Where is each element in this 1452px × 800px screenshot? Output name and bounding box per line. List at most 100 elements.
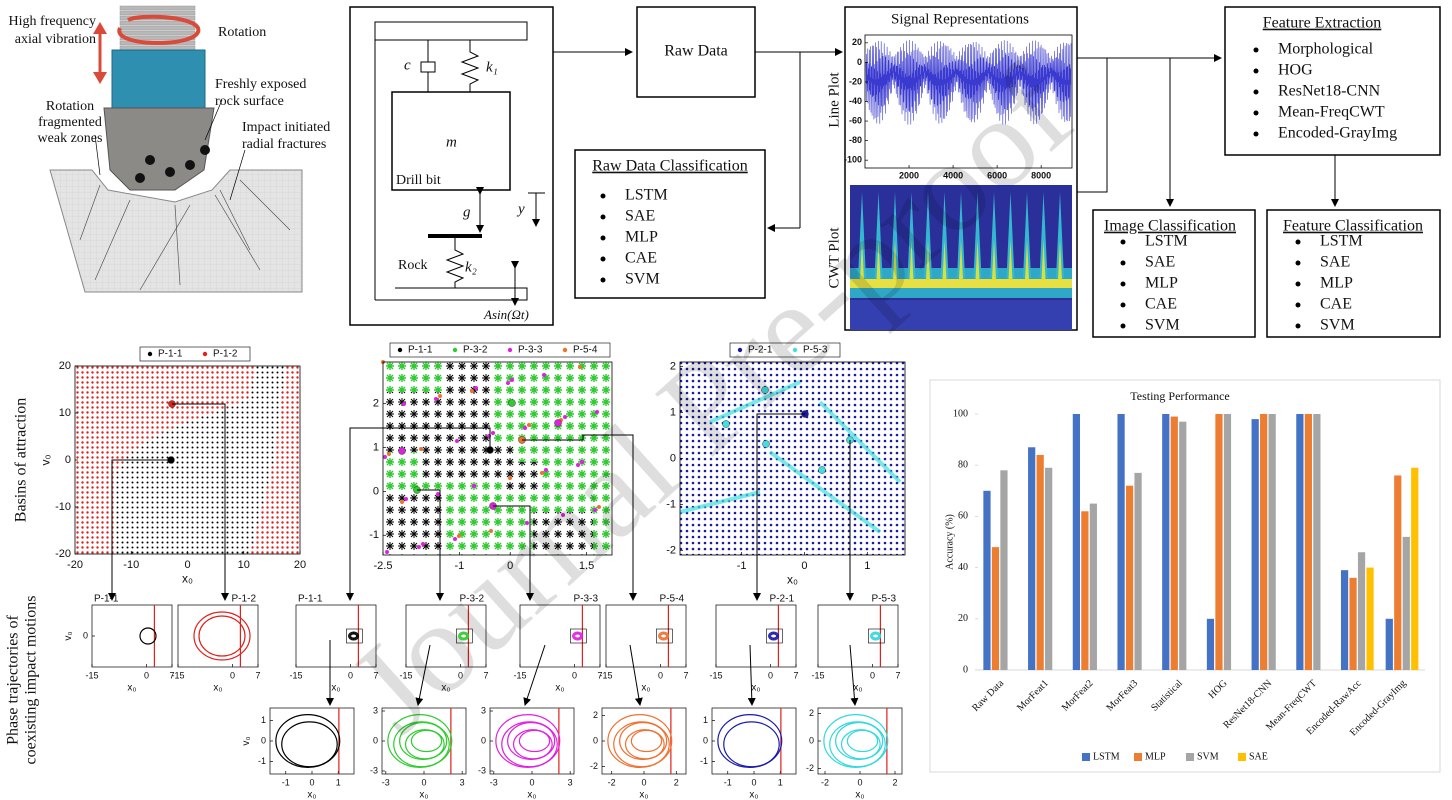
tick-label: 20 (852, 37, 862, 47)
bar (1000, 470, 1007, 670)
tick-label: 0 (801, 560, 807, 572)
basin-dot (402, 402, 406, 406)
label: y (516, 201, 525, 217)
basin-dot (455, 439, 459, 443)
bullet (601, 194, 606, 199)
list-item: CAE (625, 250, 657, 267)
legend-label: P-1-1 (158, 349, 183, 360)
phase-frame (716, 605, 796, 667)
label: k₂ (465, 259, 477, 275)
tick-label: 0 (373, 485, 379, 497)
bullet (601, 257, 606, 262)
phase-label: P-5-3 (872, 594, 897, 605)
label: Signal Representations (891, 11, 1029, 27)
tick-label: -1 (369, 529, 379, 541)
phase-frame (606, 605, 686, 667)
phase-label: P-1-1 (94, 594, 119, 605)
tick-label: 3 (481, 705, 486, 715)
tick-label: -1 (258, 756, 266, 766)
bar (1207, 619, 1214, 670)
x-tick-label: Raw Data (970, 678, 1006, 714)
label: High frequency (9, 14, 96, 29)
list-item: SVM (625, 271, 660, 288)
tick-label: -100 (844, 155, 862, 165)
tick-label: -2 (806, 763, 814, 773)
tick-label: 2 (809, 708, 814, 718)
tick-label: -1 (282, 777, 290, 787)
basin-dot (527, 423, 531, 427)
trajectory (199, 616, 245, 656)
tick-label: 3 (460, 777, 465, 787)
bar (983, 491, 990, 670)
list-item: LSTM (1320, 233, 1363, 250)
basin-dot (417, 545, 421, 549)
trajectory (282, 722, 337, 767)
list-item: SAE (625, 208, 655, 225)
tick-label: -2 (666, 544, 676, 556)
cutter (135, 173, 145, 183)
label: Rotation (218, 25, 266, 40)
list-item: LSTM (1145, 233, 1188, 250)
y-tick-label: 40 (958, 562, 968, 573)
phase-label: P-5-4 (660, 594, 685, 605)
tick-label: 0 (857, 57, 862, 67)
axis-label: x₀ (641, 682, 650, 693)
basin-region (443, 362, 493, 392)
tick-label: 0 (309, 777, 314, 787)
bullet (1254, 48, 1259, 53)
tick-label: 0 (261, 735, 266, 745)
legend-marker (453, 348, 457, 352)
tick-label: 0 (768, 670, 773, 680)
list-item: Mean-FreqCWT (1278, 104, 1385, 121)
tick-label: -20 (55, 548, 71, 560)
phase-label: P-1-1 (298, 594, 323, 605)
label: Basins of attraction (13, 398, 30, 522)
tick-label: 0 (481, 735, 486, 745)
axis-label: x₀ (639, 789, 648, 800)
bullet (1121, 240, 1126, 245)
x-tick-label: MorFeat3 (1105, 678, 1141, 714)
tick-label: 0 (230, 670, 235, 680)
bar (1313, 414, 1320, 670)
label: Raw Data (664, 43, 728, 60)
axis-label: x₀ (555, 682, 564, 693)
tick-label: 1 (778, 777, 783, 787)
label: fragmented (38, 115, 102, 130)
legend-marker (148, 352, 152, 356)
basin-dot (563, 415, 567, 419)
bar (1073, 414, 1080, 670)
tick-label: -1 (700, 756, 708, 766)
bullet (1121, 282, 1126, 287)
list-item: SAE (1145, 254, 1175, 271)
axis-label: x₀ (787, 572, 798, 586)
damper (421, 62, 435, 72)
basin-dot (421, 542, 425, 546)
tick-label: 2 (593, 710, 598, 720)
basin-dot (419, 447, 423, 451)
basin-dot (383, 455, 387, 459)
bar (1411, 468, 1418, 670)
tick-label: -10 (55, 501, 71, 513)
bit-head (104, 108, 214, 190)
axis-label: x₀ (182, 571, 193, 585)
trajectory (519, 730, 549, 751)
legend-label: SVM (1197, 751, 1219, 762)
tick-label: 20 (59, 360, 71, 372)
tick-label: 2 (674, 777, 679, 787)
tick-label: 1 (864, 560, 870, 572)
tick-label: 0 (751, 777, 756, 787)
y-tick-label: 20 (958, 613, 968, 624)
legend-label: P-1-1 (408, 345, 433, 356)
thread (120, 31, 195, 35)
bar (1126, 486, 1133, 670)
x-tick-label: MorFeat1 (1015, 678, 1051, 714)
tick-label: -15 (709, 670, 722, 680)
basin-dot (506, 381, 510, 385)
bullet (1254, 111, 1259, 116)
bar (1260, 414, 1267, 670)
tick-label: 0 (529, 777, 534, 787)
bar (1162, 414, 1169, 670)
tick-label: -20 (67, 559, 83, 571)
bar (1296, 414, 1303, 670)
tick-label: -2 (821, 777, 829, 787)
